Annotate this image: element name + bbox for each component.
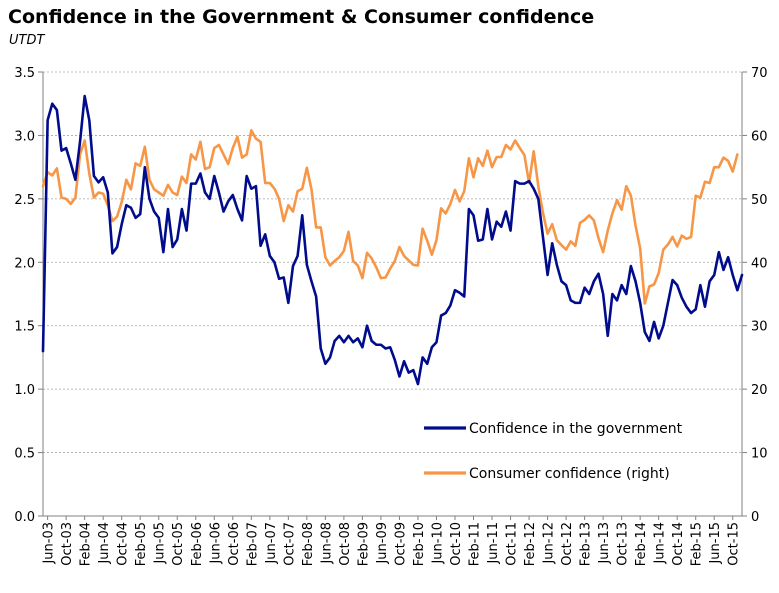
x-tick-label: Oct-11 [505, 522, 520, 566]
y-right-tick-label: 10 [751, 447, 768, 462]
x-tick-label: Oct-13 [616, 522, 631, 566]
legend-label-government: Confidence in the government [469, 421, 683, 437]
series-line-government [41, 94, 744, 386]
x-tick-label: Feb-07 [245, 522, 260, 566]
x-tick-label: Feb-09 [356, 522, 371, 566]
x-tick-label: Jun-15 [708, 522, 723, 565]
chart-subtitle: UTDT [9, 33, 45, 48]
x-tick-label: Oct-05 [171, 522, 186, 566]
x-tick-label: Jun-05 [153, 522, 168, 565]
y-right-tick-label: 30 [751, 320, 768, 335]
y-right-tick-label: 70 [751, 66, 768, 81]
x-tick-label: Feb-11 [468, 522, 483, 566]
series-lines [41, 94, 744, 386]
x-tick-label: Oct-03 [60, 522, 75, 566]
x-tick-label: Jun-13 [597, 522, 612, 565]
x-tick-label: Jun-08 [319, 522, 334, 565]
gridlines [43, 71, 742, 453]
x-tick-label: Jun-14 [653, 522, 668, 565]
x-tick-label: Jun-12 [542, 522, 557, 565]
x-tick-label: Feb-04 [79, 522, 94, 566]
legend: Confidence in the government Consumer co… [424, 421, 683, 482]
x-tick-label: Oct-06 [227, 522, 242, 566]
x-tick-label: Feb-06 [190, 522, 205, 566]
x-tick-label: Oct-09 [393, 522, 408, 566]
x-tick-label: Feb-12 [523, 522, 538, 566]
y-left-tick-label: 3.0 [14, 129, 35, 144]
x-tick-label: Feb-14 [634, 522, 649, 566]
y-right-tick-label: 50 [751, 193, 768, 208]
y-right-tick-label: 40 [751, 256, 768, 271]
series-line-consumer [41, 129, 739, 305]
y-right-tick-label: 20 [751, 383, 768, 398]
x-tick-label: Oct-12 [560, 522, 575, 566]
y-left-tick-label: 1.5 [14, 320, 35, 335]
x-tick-label: Feb-15 [690, 522, 705, 566]
x-tick-label: Oct-08 [338, 522, 353, 566]
y-right-tick-label: 0 [751, 510, 759, 525]
x-tick-label: Jun-03 [42, 522, 57, 565]
x-tick-label: Jun-04 [97, 522, 112, 565]
x-tick-label: Jun-07 [264, 522, 279, 565]
y-left-tick-label: 2.0 [14, 256, 35, 271]
x-tick-label: Oct-04 [116, 522, 131, 566]
y-left-tick-label: 2.5 [14, 193, 35, 208]
x-tick-label: Feb-08 [301, 522, 316, 566]
x-tick-label: Feb-13 [579, 522, 594, 566]
x-tick-label: Jun-10 [430, 522, 445, 565]
y-left-tick-label: 0.5 [14, 447, 35, 462]
x-tick-label: Oct-14 [671, 522, 686, 566]
x-tick-label: Feb-10 [412, 522, 427, 566]
x-tick-label: Jun-11 [486, 522, 501, 565]
x-tick-label: Feb-05 [134, 522, 149, 566]
x-tick-label: Oct-10 [449, 522, 464, 566]
axes: 0.0 0.5 1.0 1.5 2.0 2.5 3.0 3.5 0 10 20 30 40 50 60 70 J… [14, 66, 767, 566]
chart-title: Confidence in the Government & Consumer … [8, 6, 595, 28]
y-right-tick-label: 60 [751, 129, 768, 144]
x-tick-label: Oct-15 [727, 522, 742, 566]
legend-label-consumer: Consumer confidence (right) [469, 466, 670, 482]
y-left-tick-label: 1.0 [14, 383, 35, 398]
x-tick-label: Oct-07 [282, 522, 297, 566]
y-left-tick-label: 3.5 [14, 66, 35, 81]
y-left-tick-label: 0.0 [14, 510, 35, 525]
x-tick-label: Jun-06 [208, 522, 223, 565]
x-tick-label: Jun-09 [375, 522, 390, 565]
